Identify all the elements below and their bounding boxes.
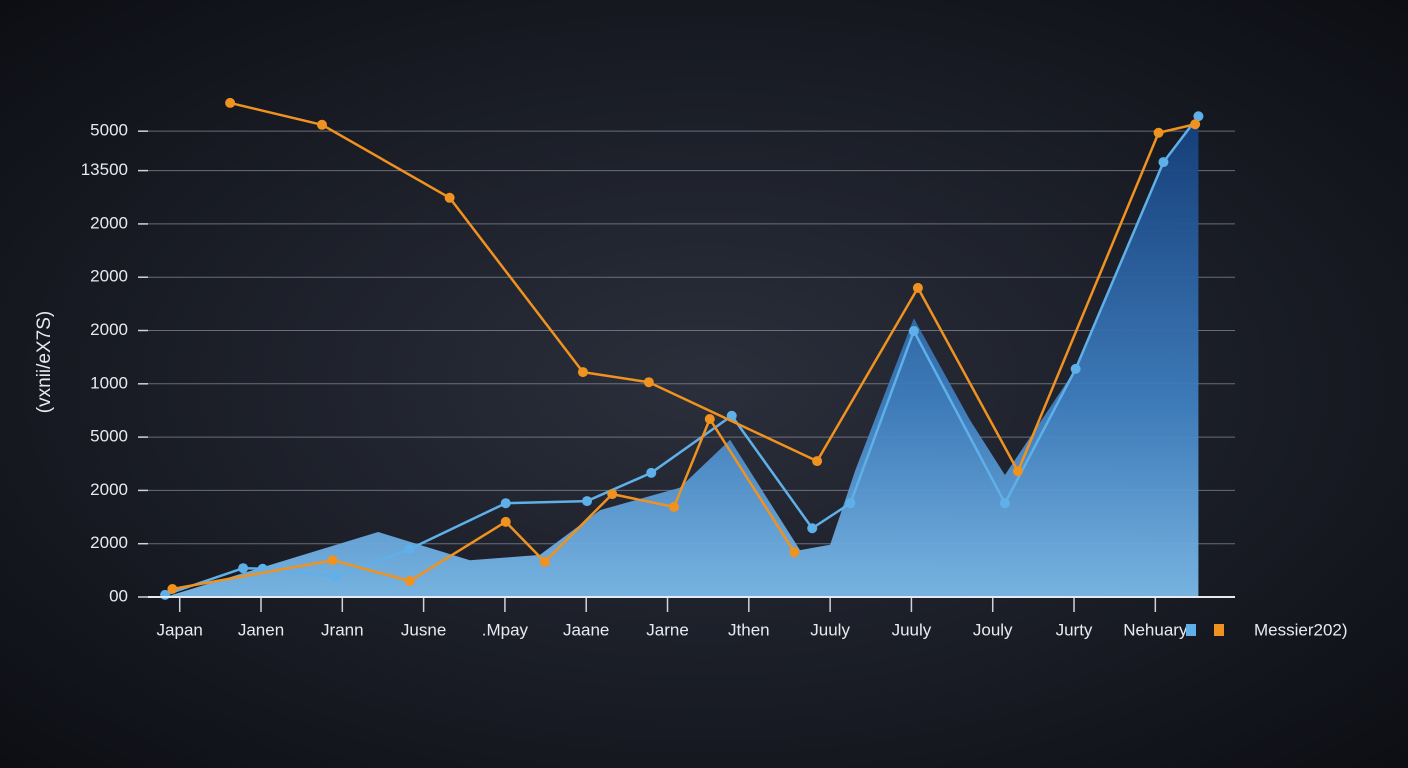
point — [908, 326, 919, 337]
y-axis-label: (vxnii/eX7S) — [34, 311, 55, 413]
y-tick-label: 2000 — [90, 533, 128, 552]
point — [999, 498, 1010, 509]
y-tick-label: 2000 — [90, 320, 128, 339]
point — [330, 571, 341, 582]
y-tick-label: 1000 — [90, 373, 128, 392]
area — [165, 116, 1199, 598]
point — [643, 377, 654, 388]
x-tick-label: Jthen — [728, 620, 770, 639]
x-tick-label: .Mpay — [482, 620, 529, 639]
point — [582, 496, 593, 507]
y-tick-label: 5000 — [90, 121, 128, 140]
x-tick-label: Juuly — [810, 620, 850, 639]
x-tick-label: Jouly — [973, 620, 1013, 639]
point — [1158, 157, 1169, 168]
legend-swatch — [1186, 624, 1196, 636]
line — [164, 115, 1200, 597]
y-tick-label: 2000 — [90, 213, 128, 232]
line — [229, 101, 1196, 473]
point — [1190, 119, 1201, 130]
y-tick-label: 2000 — [90, 480, 128, 499]
point — [316, 119, 327, 130]
point — [404, 576, 415, 587]
point — [607, 489, 618, 500]
point — [167, 584, 178, 595]
point — [646, 467, 657, 478]
x-tick-label: Nehuary — [1123, 620, 1188, 639]
point — [225, 97, 236, 108]
point — [1012, 466, 1023, 477]
point — [238, 563, 249, 574]
x-tick-label: Jurty — [1056, 620, 1093, 639]
x-tick-label: Japan — [157, 620, 203, 639]
point — [444, 192, 455, 203]
point — [912, 282, 923, 293]
x-tick-label: Jaane — [563, 620, 609, 639]
point — [704, 413, 715, 424]
x-tick-label: Janen — [238, 620, 284, 639]
y-tick-label: 00 — [109, 586, 128, 605]
point — [807, 523, 818, 534]
y-tick-label: 5000 — [90, 427, 128, 446]
point — [812, 456, 823, 467]
point — [500, 516, 511, 527]
point — [789, 547, 800, 558]
point — [404, 544, 415, 555]
point — [845, 498, 856, 509]
point — [1070, 363, 1081, 374]
x-tick-label: Jarne — [646, 620, 689, 639]
point — [327, 555, 338, 566]
point — [500, 498, 511, 509]
legend-swatch — [1214, 624, 1224, 636]
legend-label: Messier202) — [1254, 620, 1348, 639]
y-tick-label: 2000 — [90, 267, 128, 286]
point — [1153, 127, 1164, 138]
point — [726, 410, 737, 421]
point — [539, 556, 550, 567]
y-tick-label: 13500 — [81, 160, 128, 179]
point — [1193, 111, 1204, 122]
point — [669, 501, 680, 512]
x-tick-label: Jrann — [321, 620, 364, 639]
x-tick-label: Jusne — [401, 620, 446, 639]
x-tick-label: Juuly — [892, 620, 932, 639]
point — [577, 367, 588, 378]
